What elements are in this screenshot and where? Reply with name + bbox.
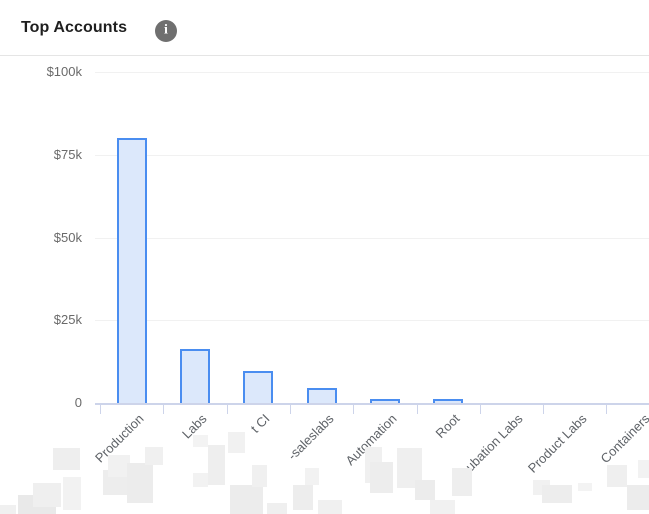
- y-tick-label: $50k: [53, 229, 82, 245]
- redaction-block: [627, 485, 649, 510]
- redaction-block: [145, 447, 163, 465]
- bar-saleslabs[interactable]: [306, 388, 337, 403]
- redaction-block: [578, 483, 592, 491]
- redaction-block: [370, 462, 393, 493]
- redaction-block: [230, 485, 263, 514]
- x-tick: [479, 403, 481, 414]
- x-tick: [353, 403, 355, 414]
- bar-labs[interactable]: [179, 349, 210, 403]
- redaction-block: [228, 432, 245, 453]
- redaction-block: [33, 483, 61, 507]
- redaction-block: [193, 435, 208, 447]
- x-tick: [289, 403, 291, 414]
- redaction-block: [108, 455, 130, 477]
- grid-line: [95, 320, 649, 322]
- y-tick-label: $75k: [53, 146, 82, 162]
- redaction-block: [430, 500, 455, 514]
- redaction-block: [193, 473, 208, 487]
- redaction-block: [305, 468, 319, 485]
- x-tick: [543, 403, 545, 414]
- top-accounts-bar-chart: $100k $75k $50k $25k 0 Production Labs t CI -sal…: [0, 56, 649, 514]
- x-axis-line: [95, 403, 649, 405]
- info-icon[interactable]: i: [155, 20, 177, 42]
- x-tick: [416, 403, 418, 414]
- bar-root[interactable]: [433, 398, 464, 403]
- redaction-block: [208, 445, 225, 485]
- y-tick-label: $100k: [46, 64, 82, 79]
- page-title: Top Accounts: [21, 19, 128, 36]
- redaction-block: [293, 485, 313, 510]
- redaction-block: [415, 480, 435, 500]
- grid-line: [95, 72, 649, 73]
- redaction-block: [127, 463, 153, 503]
- bar-production[interactable]: [116, 138, 147, 403]
- y-tick-label: $25k: [53, 312, 82, 328]
- redaction-block: [607, 465, 627, 487]
- redaction-block: [638, 460, 649, 478]
- redaction-block: [452, 468, 472, 496]
- header-divider: [0, 55, 649, 56]
- x-tick: [163, 403, 165, 414]
- redaction-block: [0, 505, 16, 514]
- y-tick-label: 0: [74, 395, 82, 410]
- bar-automation[interactable]: [369, 399, 400, 403]
- grid-line: [95, 237, 649, 239]
- x-tick: [606, 403, 608, 414]
- redaction-block: [267, 503, 287, 514]
- info-icon-glyph: i: [164, 22, 168, 38]
- bar-t-ci[interactable]: [243, 370, 274, 403]
- x-tick: [100, 403, 101, 414]
- redaction-block: [53, 448, 80, 470]
- redaction-block: [542, 485, 572, 503]
- redaction-block: [252, 465, 267, 487]
- redaction-block: [63, 477, 81, 510]
- grid-line: [95, 154, 649, 156]
- redaction-block: [318, 500, 342, 514]
- x-tick: [226, 403, 228, 414]
